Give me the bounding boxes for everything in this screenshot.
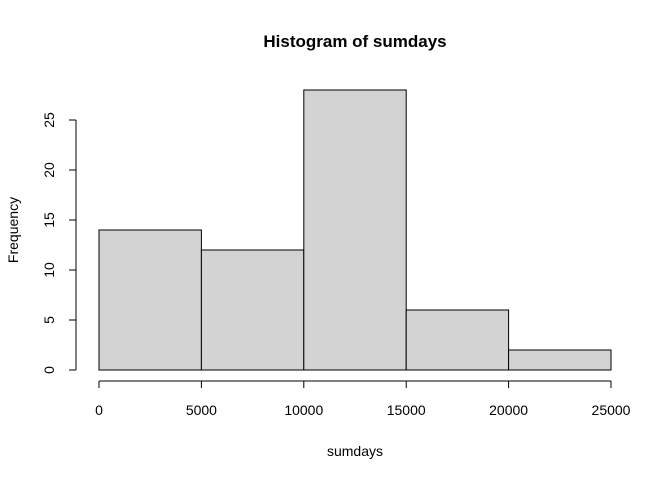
x-tick-label: 5000 bbox=[186, 402, 217, 418]
x-tick-label: 15000 bbox=[387, 402, 426, 418]
y-axis-label: Frequency bbox=[5, 197, 21, 263]
bars-group bbox=[98, 89, 612, 371]
x-tick-label: 20000 bbox=[489, 402, 528, 418]
x-tick-label: 10000 bbox=[284, 402, 323, 418]
histogram-bar-1 bbox=[200, 249, 305, 371]
y-axis: 0 5 10 15 20 25 bbox=[41, 112, 77, 374]
y-tick-label: 10 bbox=[41, 262, 57, 278]
y-tick-label: 0 bbox=[41, 366, 57, 374]
y-tick-label: 5 bbox=[41, 316, 57, 324]
x-axis: 0 5000 10000 15000 20000 25000 bbox=[95, 380, 631, 418]
histogram-bar-0 bbox=[98, 229, 202, 371]
x-tick-label: 25000 bbox=[592, 402, 631, 418]
chart-title: Histogram of sumdays bbox=[263, 32, 446, 51]
histogram-bar-2 bbox=[303, 89, 407, 371]
y-tick-label: 25 bbox=[41, 112, 57, 128]
x-axis-label: sumdays bbox=[327, 443, 383, 459]
x-tick-label: 0 bbox=[95, 402, 103, 418]
histogram-bar-4 bbox=[508, 349, 612, 371]
histogram-bar-3 bbox=[405, 309, 510, 371]
y-tick-label: 20 bbox=[41, 162, 57, 178]
y-tick-label: 15 bbox=[41, 212, 57, 228]
